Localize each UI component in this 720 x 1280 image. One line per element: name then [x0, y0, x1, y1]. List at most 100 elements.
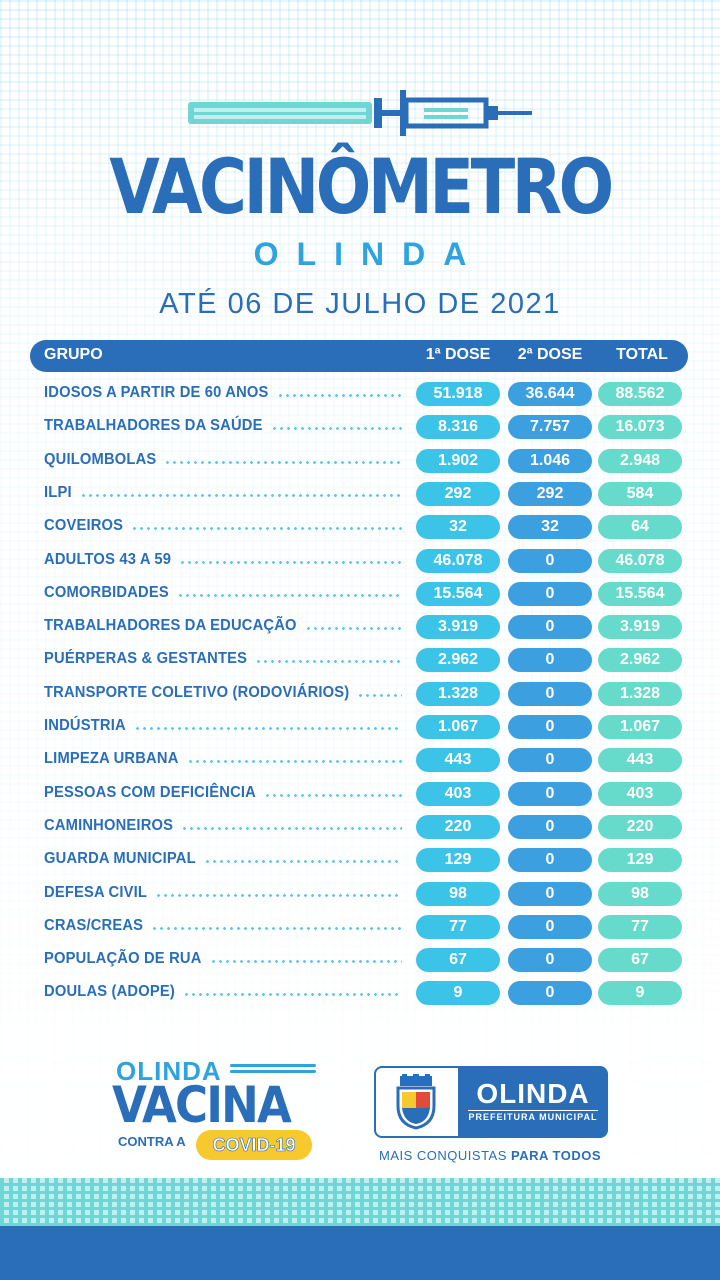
- row-group-label: COVEIROS: [44, 517, 124, 535]
- total-value: 2.962: [598, 648, 682, 673]
- table-row: QUILOMBOLAS 1.902 1.046 2.948: [0, 448, 720, 473]
- row-group-label: INDÚSTRIA: [44, 717, 126, 734]
- row-dot-leader: [182, 993, 402, 997]
- footer-pattern: [0, 1178, 720, 1226]
- row-dot-leader: [209, 960, 402, 964]
- page-title: VACINÔMETRO: [109, 142, 614, 231]
- row-dot-leader: [155, 893, 402, 897]
- dose2-value: 0: [508, 981, 592, 1006]
- row-dot-leader: [181, 826, 402, 830]
- table-row: ADULTOS 43 A 59 46.078 0 46.078: [0, 548, 720, 573]
- row-dot-leader: [203, 860, 402, 864]
- dose1-value: 1.067: [416, 715, 500, 739]
- footer-bar: [0, 1226, 720, 1280]
- row-dot-leader: [186, 760, 402, 764]
- row-group-label: QUILOMBOLAS: [44, 450, 157, 468]
- total-value: 220: [598, 814, 682, 839]
- dose1-value: 292: [416, 481, 500, 506]
- dose2-value: 292: [508, 481, 592, 506]
- total-value: 1.067: [598, 715, 682, 739]
- logo-vacina-text: VACINA: [112, 1076, 292, 1134]
- dose1-value: 2.962: [416, 648, 500, 673]
- row-group-label: GUARDA MUNICIPAL: [44, 850, 196, 868]
- row-dot-leader: [270, 427, 402, 431]
- row-dot-leader: [276, 394, 402, 397]
- dose1-value: 46.078: [416, 548, 500, 573]
- dose2-value: 0: [508, 914, 592, 939]
- row-dot-leader: [79, 493, 402, 497]
- table-row: CAMINHONEIROS 220 0 220: [0, 814, 720, 839]
- table-row: GUARDA MUNICIPAL 129 0 129: [0, 848, 720, 873]
- dose2-value: 32: [508, 515, 592, 540]
- row-dot-leader: [131, 527, 402, 531]
- dose1-value: 8.316: [416, 415, 500, 440]
- total-value: 584: [598, 481, 682, 506]
- total-value: 443: [598, 748, 682, 773]
- table-row: TRABALHADORES DA EDUCAÇÃO 3.919 0 3.919: [0, 615, 720, 640]
- table-header: GRUPO 1ª DOSE 2ª DOSE TOTAL: [30, 340, 688, 372]
- table-row: DOULAS (ADOPE) 9 0 9: [0, 981, 720, 1006]
- table-row: ILPI 292 292 584: [0, 481, 720, 506]
- total-value: 16.073: [598, 415, 682, 440]
- dose1-value: 32: [416, 515, 500, 540]
- logo-olinda-text: OLINDA: [116, 1056, 222, 1086]
- table-row: PESSOAS COM DEFICIÊNCIA 403 0 403: [0, 781, 720, 806]
- total-value: 2.948: [598, 448, 682, 473]
- dose1-value: 220: [416, 814, 500, 839]
- column-header-dose2: 2ª DOSE: [517, 346, 583, 363]
- dose2-value: 0: [508, 948, 592, 973]
- dose1-value: 443: [416, 748, 500, 773]
- dose2-value: 0: [508, 581, 592, 606]
- row-group-label: LIMPEZA URBANA: [44, 750, 179, 768]
- column-header-dose1: 1ª DOSE: [425, 346, 491, 363]
- date-label: ATÉ 06 DE JULHO DE 2021: [159, 288, 561, 320]
- table-row: CRAS/CREAS 77 0 77: [0, 914, 720, 939]
- row-group-label: DOULAS (ADOPE): [44, 983, 175, 1001]
- row-group-label: ADULTOS 43 A 59: [44, 550, 172, 568]
- prefeitura-logo: OLINDA PREFEITURA MUNICIPAL: [374, 1066, 608, 1138]
- dose2-value: 0: [508, 615, 592, 640]
- total-value: 46.078: [598, 548, 682, 573]
- row-dot-leader: [255, 660, 402, 664]
- dose2-value: 0: [508, 648, 592, 673]
- row-group-label: ILPI: [44, 483, 72, 501]
- table-row: DEFESA CIVIL 98 0 98: [0, 881, 720, 906]
- row-dot-leader: [164, 460, 402, 464]
- syringe-icon: [188, 90, 532, 136]
- dose2-value: 7.757: [508, 415, 592, 440]
- logo-decor-lines: [230, 1064, 316, 1078]
- total-value: 403: [598, 781, 682, 806]
- total-value: 1.328: [598, 681, 682, 706]
- table-row: PUÉRPERAS & GESTANTES 2.962 0 2.962: [0, 648, 720, 673]
- row-dot-leader: [263, 793, 402, 797]
- dose1-value: 98: [416, 881, 500, 906]
- table-row: COVEIROS 32 32 64: [0, 515, 720, 540]
- dose1-value: 9: [416, 981, 500, 1006]
- slogan: MAIS CONQUISTAS PARA TODOS: [374, 1148, 606, 1163]
- table-row: TRANSPORTE COLETIVO (RODOVIÁRIOS) 1.328 0 1…: [0, 681, 720, 706]
- row-dot-leader: [151, 926, 402, 930]
- table-row: TRABALHADORES DA SAÚDE 8.316 7.757 16.073: [0, 415, 720, 440]
- dose1-value: 77: [416, 914, 500, 939]
- dose2-value: 0: [508, 781, 592, 806]
- covid-badge: COVID-19: [196, 1130, 312, 1160]
- prefeitura-subtitle: PREFEITURA MUNICIPAL: [468, 1112, 598, 1122]
- total-value: 129: [598, 848, 682, 873]
- dose2-value: 0: [508, 748, 592, 773]
- dose1-value: 3.919: [416, 615, 500, 640]
- row-dot-leader: [179, 560, 402, 564]
- dose1-value: 67: [416, 948, 500, 973]
- row-group-label: CAMINHONEIROS: [44, 816, 174, 834]
- row-group-label: TRANSPORTE COLETIVO (RODOVIÁRIOS): [44, 683, 350, 701]
- dose1-value: 15.564: [416, 581, 500, 606]
- table-row: INDÚSTRIA 1.067 0 1.067: [0, 715, 720, 739]
- dose2-value: 0: [508, 814, 592, 839]
- row-group-label: IDOSOS A PARTIR DE 60 ANOS: [44, 384, 269, 401]
- row-dot-leader: [357, 693, 402, 697]
- row-dot-leader: [133, 727, 402, 730]
- total-value: 3.919: [598, 615, 682, 640]
- dose2-value: 0: [508, 548, 592, 573]
- olinda-crest-icon: [396, 1074, 436, 1130]
- logo-contra-text: CONTRA A: [118, 1134, 186, 1149]
- table-row: COMORBIDADES 15.564 0 15.564: [0, 581, 720, 606]
